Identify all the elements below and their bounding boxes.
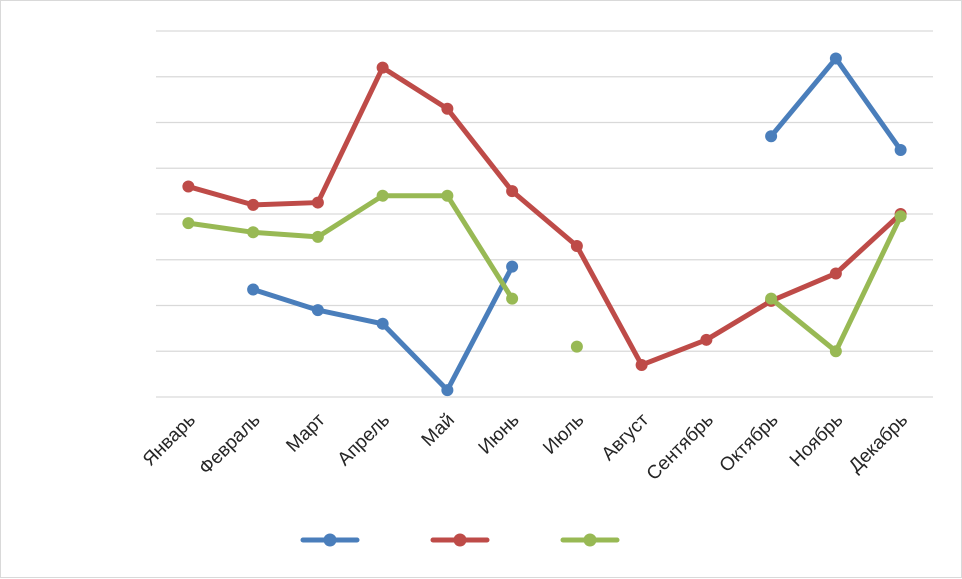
data-point xyxy=(311,230,324,243)
data-point xyxy=(441,384,454,397)
data-point xyxy=(894,210,907,223)
x-tick-label: Июль xyxy=(539,410,588,459)
data-point xyxy=(765,292,778,305)
gridlines xyxy=(156,30,933,398)
x-tick-label: Февраль xyxy=(195,410,265,480)
data-point xyxy=(376,61,389,74)
legend-marker xyxy=(323,533,337,547)
data-point xyxy=(765,130,778,143)
legend-marker xyxy=(583,533,597,547)
legend-entry-1 xyxy=(300,533,360,547)
legend-entry-2 xyxy=(430,533,490,547)
x-tick-label: Апрель xyxy=(334,410,394,470)
data-point xyxy=(376,189,389,202)
data-point xyxy=(441,189,454,202)
data-point xyxy=(376,317,389,330)
series-2 xyxy=(182,61,907,371)
series-lines xyxy=(182,52,907,397)
data-point xyxy=(894,143,907,156)
x-tick-label: Сентябрь xyxy=(643,410,718,485)
data-point xyxy=(700,333,713,346)
data-point xyxy=(506,260,519,273)
data-point xyxy=(441,102,454,115)
data-point xyxy=(506,185,519,198)
legend xyxy=(300,533,620,547)
data-point xyxy=(247,198,260,211)
series-line xyxy=(768,55,904,153)
data-point xyxy=(182,217,195,230)
x-tick-label: Июнь xyxy=(475,410,524,459)
data-point xyxy=(247,283,260,296)
data-point xyxy=(635,358,648,371)
data-point xyxy=(247,226,260,239)
x-tick-label: Август xyxy=(598,409,653,464)
data-point xyxy=(311,196,324,209)
x-tick-label: Май xyxy=(418,410,459,451)
x-tick-label: Ноябрь xyxy=(786,410,848,472)
x-tick-label: Декабрь xyxy=(845,410,912,477)
data-point xyxy=(829,267,842,280)
legend-marker xyxy=(453,533,467,547)
data-point xyxy=(829,345,842,358)
series-line xyxy=(768,213,904,354)
x-tick-label: Январь xyxy=(139,410,200,471)
legend-entry-3 xyxy=(560,533,620,547)
series-3 xyxy=(182,189,907,358)
data-point xyxy=(311,304,324,317)
x-tick-label: Март xyxy=(282,409,329,456)
data-point xyxy=(182,180,195,193)
series-line xyxy=(185,193,515,302)
data-point xyxy=(570,340,583,353)
data-point xyxy=(829,52,842,65)
x-tick-label: Октябрь xyxy=(716,410,783,477)
data-point xyxy=(570,240,583,253)
series-1 xyxy=(247,52,907,397)
data-point xyxy=(506,292,519,305)
series-line xyxy=(185,65,904,368)
